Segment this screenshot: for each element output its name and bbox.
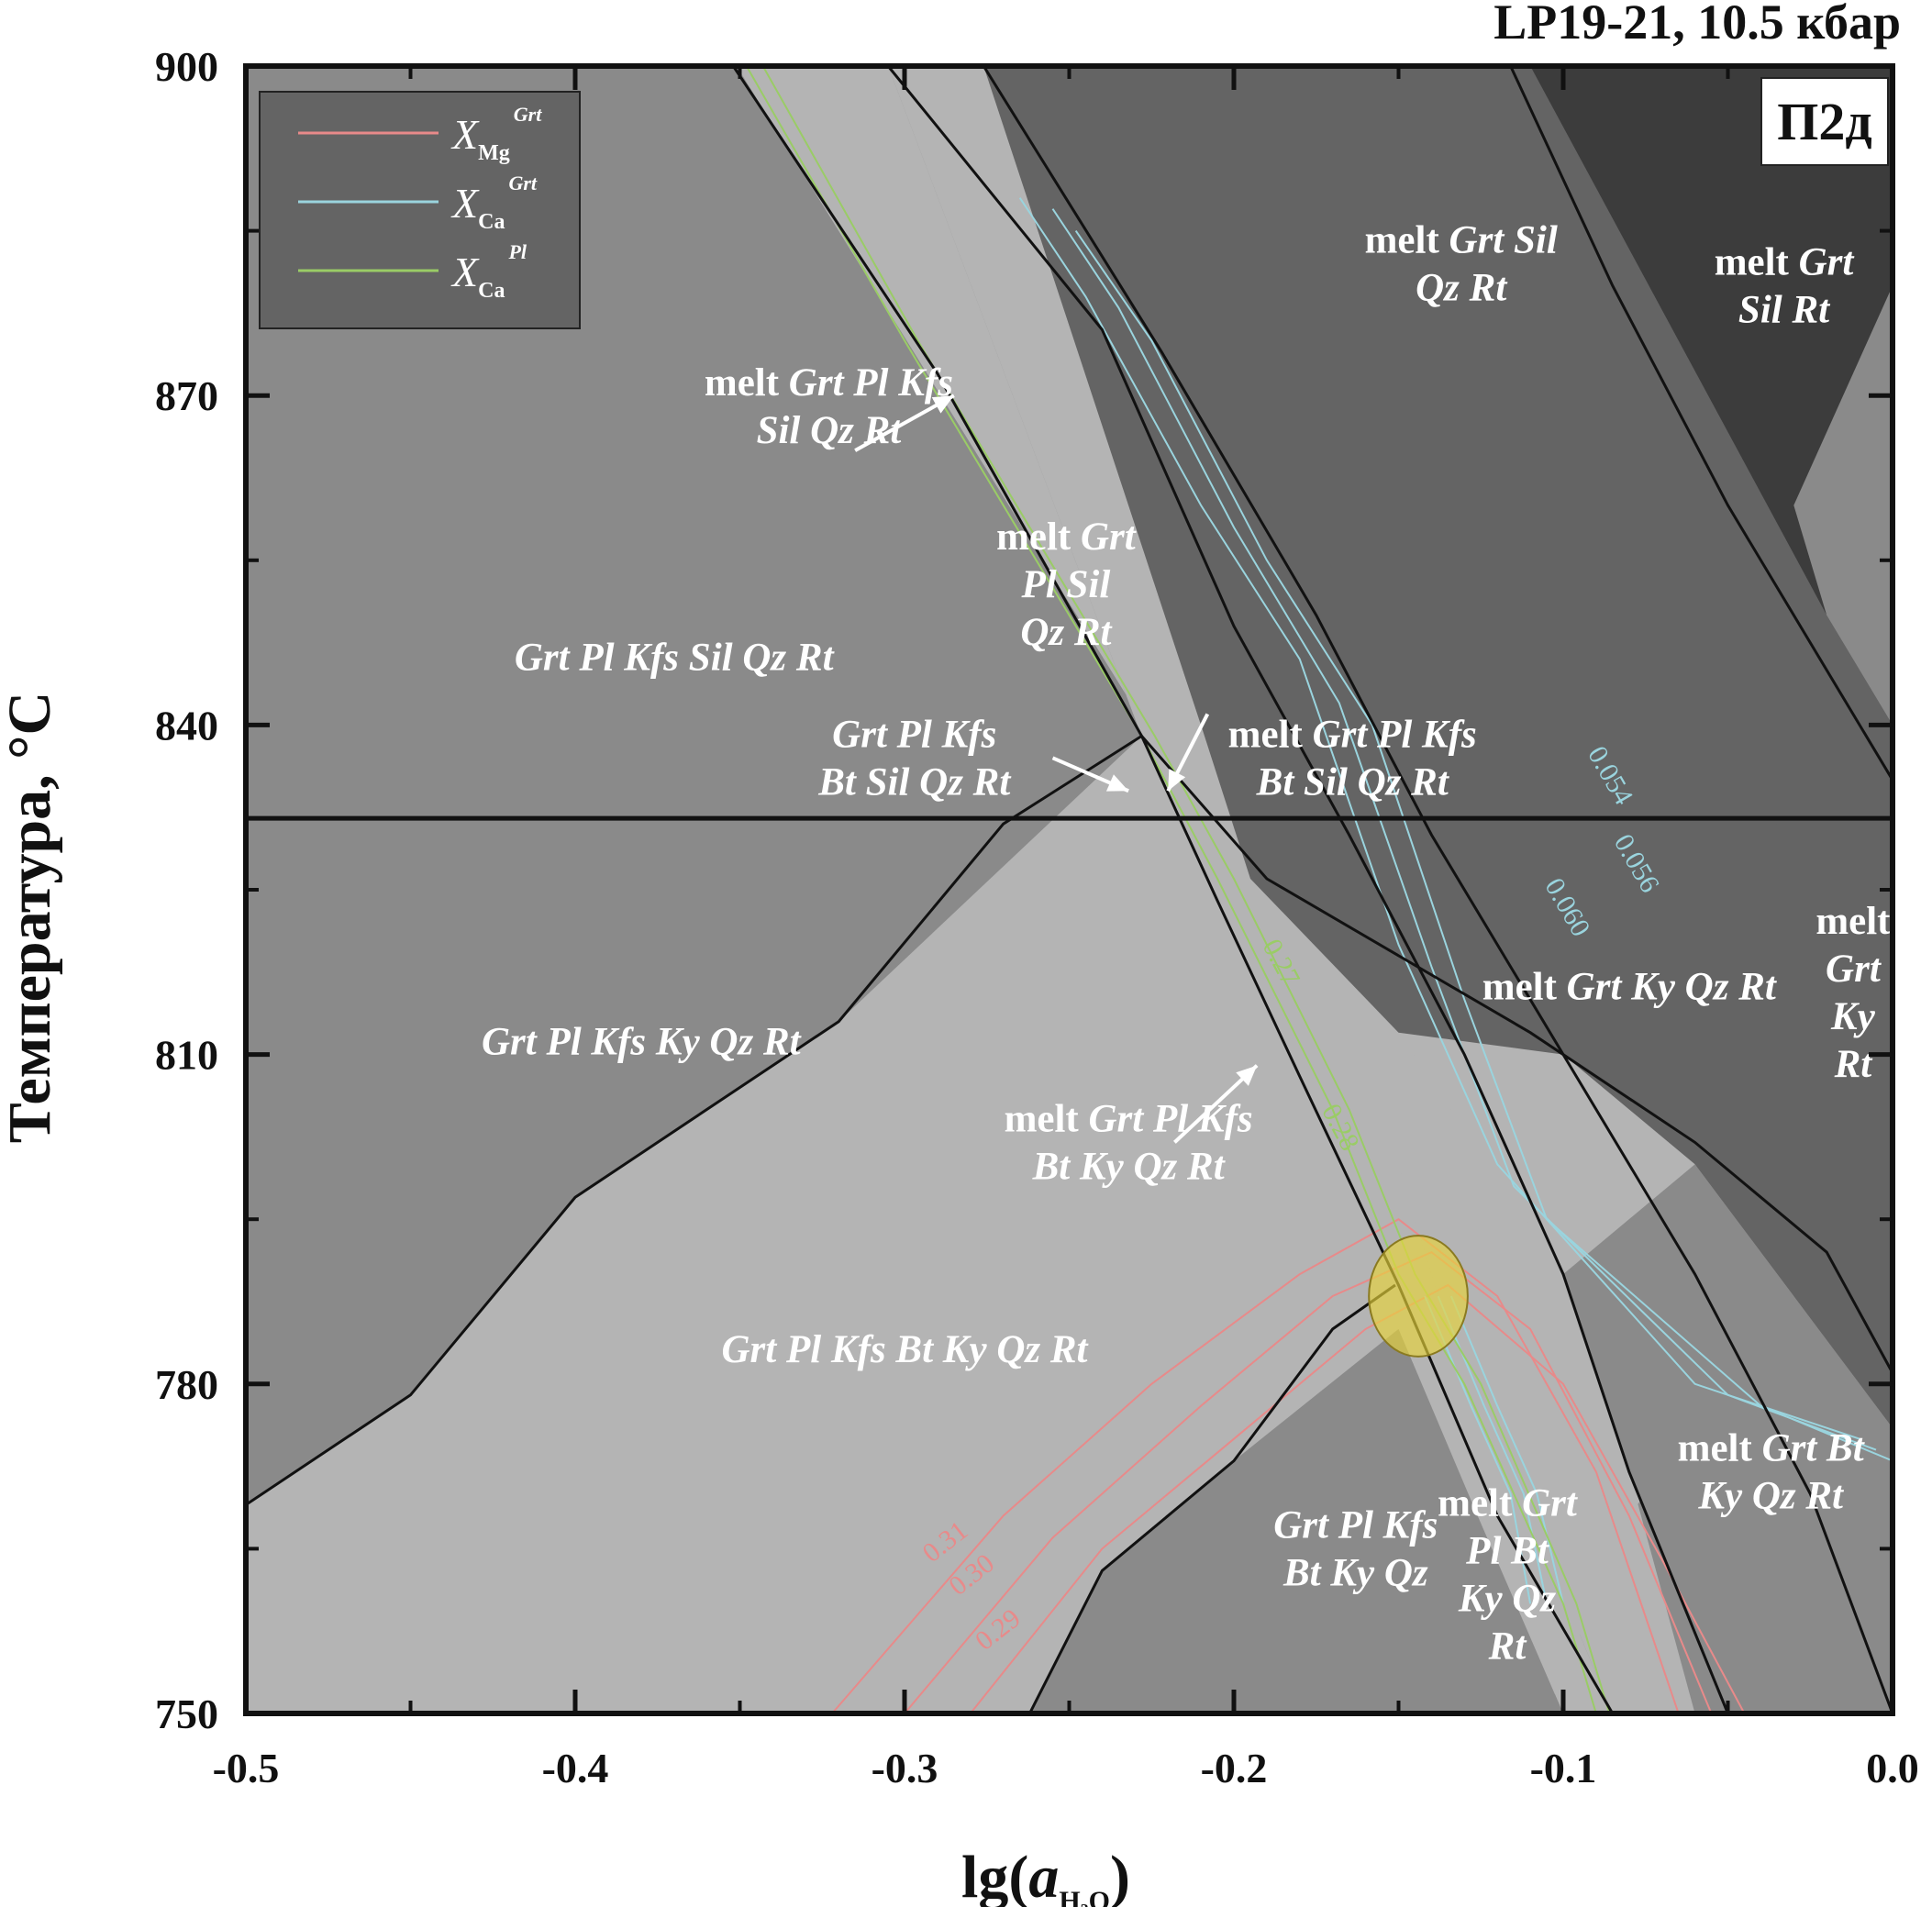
field-boundary-3 [982, 66, 1893, 1713]
x-tick-label-5: -0.1 [1530, 1745, 1597, 1791]
isopleth-xca-grt-low-3 [1449, 1295, 1564, 1604]
x-axis-label-var: a [1028, 1844, 1059, 1907]
field-boundary-2 [886, 66, 1729, 1713]
y-tick-label-2: 780 [155, 1361, 218, 1408]
y-tick-label-4: 840 [155, 702, 218, 748]
isopleth-xca-grt-3 [1074, 230, 1893, 1462]
legend-label-3: XCaPl [450, 240, 527, 303]
field-label-10: melt Grt Pl Kfs Bt Sil Qz Rt [1228, 713, 1477, 804]
x-axis-label-sub: H₂O [1059, 1886, 1110, 1907]
panel-badge-label: П2д [1777, 92, 1871, 151]
isopleth-xca-pl-2 [761, 66, 1611, 1713]
legend-label-1: XMgGrt [450, 103, 542, 165]
field-boundary-1 [732, 66, 1615, 1713]
x-tick-label-6: 0.0 [1866, 1745, 1919, 1791]
field-boundary-4 [1509, 66, 1893, 782]
y-tick-label-1: 750 [155, 1691, 218, 1737]
y-tick-label-6: 900 [155, 43, 218, 90]
x-tick-label-1: -0.5 [213, 1745, 280, 1791]
x-axis-label-suffix: ) [1110, 1844, 1130, 1907]
isopleth-xmg-grt-3 [831, 1218, 1680, 1713]
phase-field-8 [1530, 66, 1893, 615]
field-label-8: melt Grt Sil Qz Rt [1365, 219, 1558, 310]
field-label-1: Grt Pl Kfs Sil Qz Rt [515, 637, 836, 680]
pt-estimate-ellipse [1368, 1235, 1469, 1358]
x-axis: -0.5 -0.4 -0.3 -0.2 -0.1 0.0 [213, 66, 1919, 1791]
x-tick-label-4: -0.2 [1201, 1745, 1268, 1791]
panel-badge-box [1760, 77, 1889, 166]
field-label-11: melt Grt Ky Qz Rt [1482, 966, 1778, 1009]
legend-label-2: XCaGrt [450, 172, 538, 234]
legend-entry-1: XMgGrt [298, 103, 542, 165]
x-tick-label-2: -0.4 [542, 1745, 609, 1791]
phase-field-10 [1563, 1164, 1893, 1713]
field-label-6: melt Grt Pl Kfs Sil Qz Rt [705, 361, 953, 452]
isopleth-xca-pl-1 [745, 66, 1597, 1713]
field-label-15: melt Grt Bt Ky Qz Rt [1678, 1427, 1866, 1518]
legend-entry-3: XCaPl [298, 240, 527, 303]
chart-title: LP19-21, 10.5 кбар [1493, 0, 1901, 50]
field-label-2: Grt Pl Kfs Ky Qz Rt [482, 1021, 803, 1064]
field-label-5: Grt Pl Kfs Bt Ky Qz [1273, 1503, 1438, 1594]
field-label-3: Grt Pl Kfs Bt Ky Qz Rt [722, 1328, 1090, 1371]
field-boundaries [246, 66, 1893, 1713]
field-label-7: melt Grt Pl Sil Qz Rt [996, 516, 1138, 654]
label-arrow-4 [1173, 1064, 1259, 1144]
x-axis-label-prefix: lg( [961, 1844, 1028, 1907]
y-tick-label-3: 810 [155, 1032, 218, 1079]
label-arrow-2 [1051, 756, 1129, 793]
isopleth-xca-grt-low-1 [1424, 1295, 1532, 1604]
legend-box [259, 91, 581, 329]
phase-field-7 [983, 66, 1893, 1428]
field-label-12: melt Grt Ky Rt [1815, 900, 1891, 1086]
field-labels: Grt Pl Kfs Sil Qz Rt Grt Pl Kfs Ky Qz Rt G… [482, 219, 1891, 1669]
phase-field-4 [1029, 1328, 1563, 1713]
field-boundary-6 [1028, 1283, 1396, 1713]
isopleth-xca-grt-2 [1051, 208, 1877, 1451]
isopleth-lines [745, 66, 1893, 1713]
legend-entry-2: XCaGrt [298, 172, 538, 234]
y-axis-label: Температура, °C [0, 692, 63, 1143]
x-axis-label: lg(aH₂O) [961, 1844, 1130, 1907]
x-tick-label-3: -0.3 [872, 1745, 938, 1791]
label-arrow-1 [854, 394, 955, 452]
panel-badge: П2д [1760, 77, 1889, 166]
label-arrow-3 [1166, 713, 1210, 793]
y-tick-label-5: 870 [155, 372, 218, 419]
field-label-9: melt Grt Sil Rt [1715, 240, 1856, 331]
label-arrows [854, 394, 1259, 1144]
field-label-4: Grt Pl Kfs Bt Sil Qz Rt [817, 713, 1012, 804]
field-label-13: melt Grt Pl Kfs Bt Ky Qz Rt [1005, 1097, 1253, 1188]
field-boundary-5 [246, 734, 1893, 1506]
y-axis: 750 780 810 840 870 900 [155, 43, 1893, 1737]
isopleth-xca-grt-1 [1018, 197, 1860, 1440]
field-label-14: melt Grt Pl Bt Ky Qz Rt [1438, 1481, 1579, 1668]
